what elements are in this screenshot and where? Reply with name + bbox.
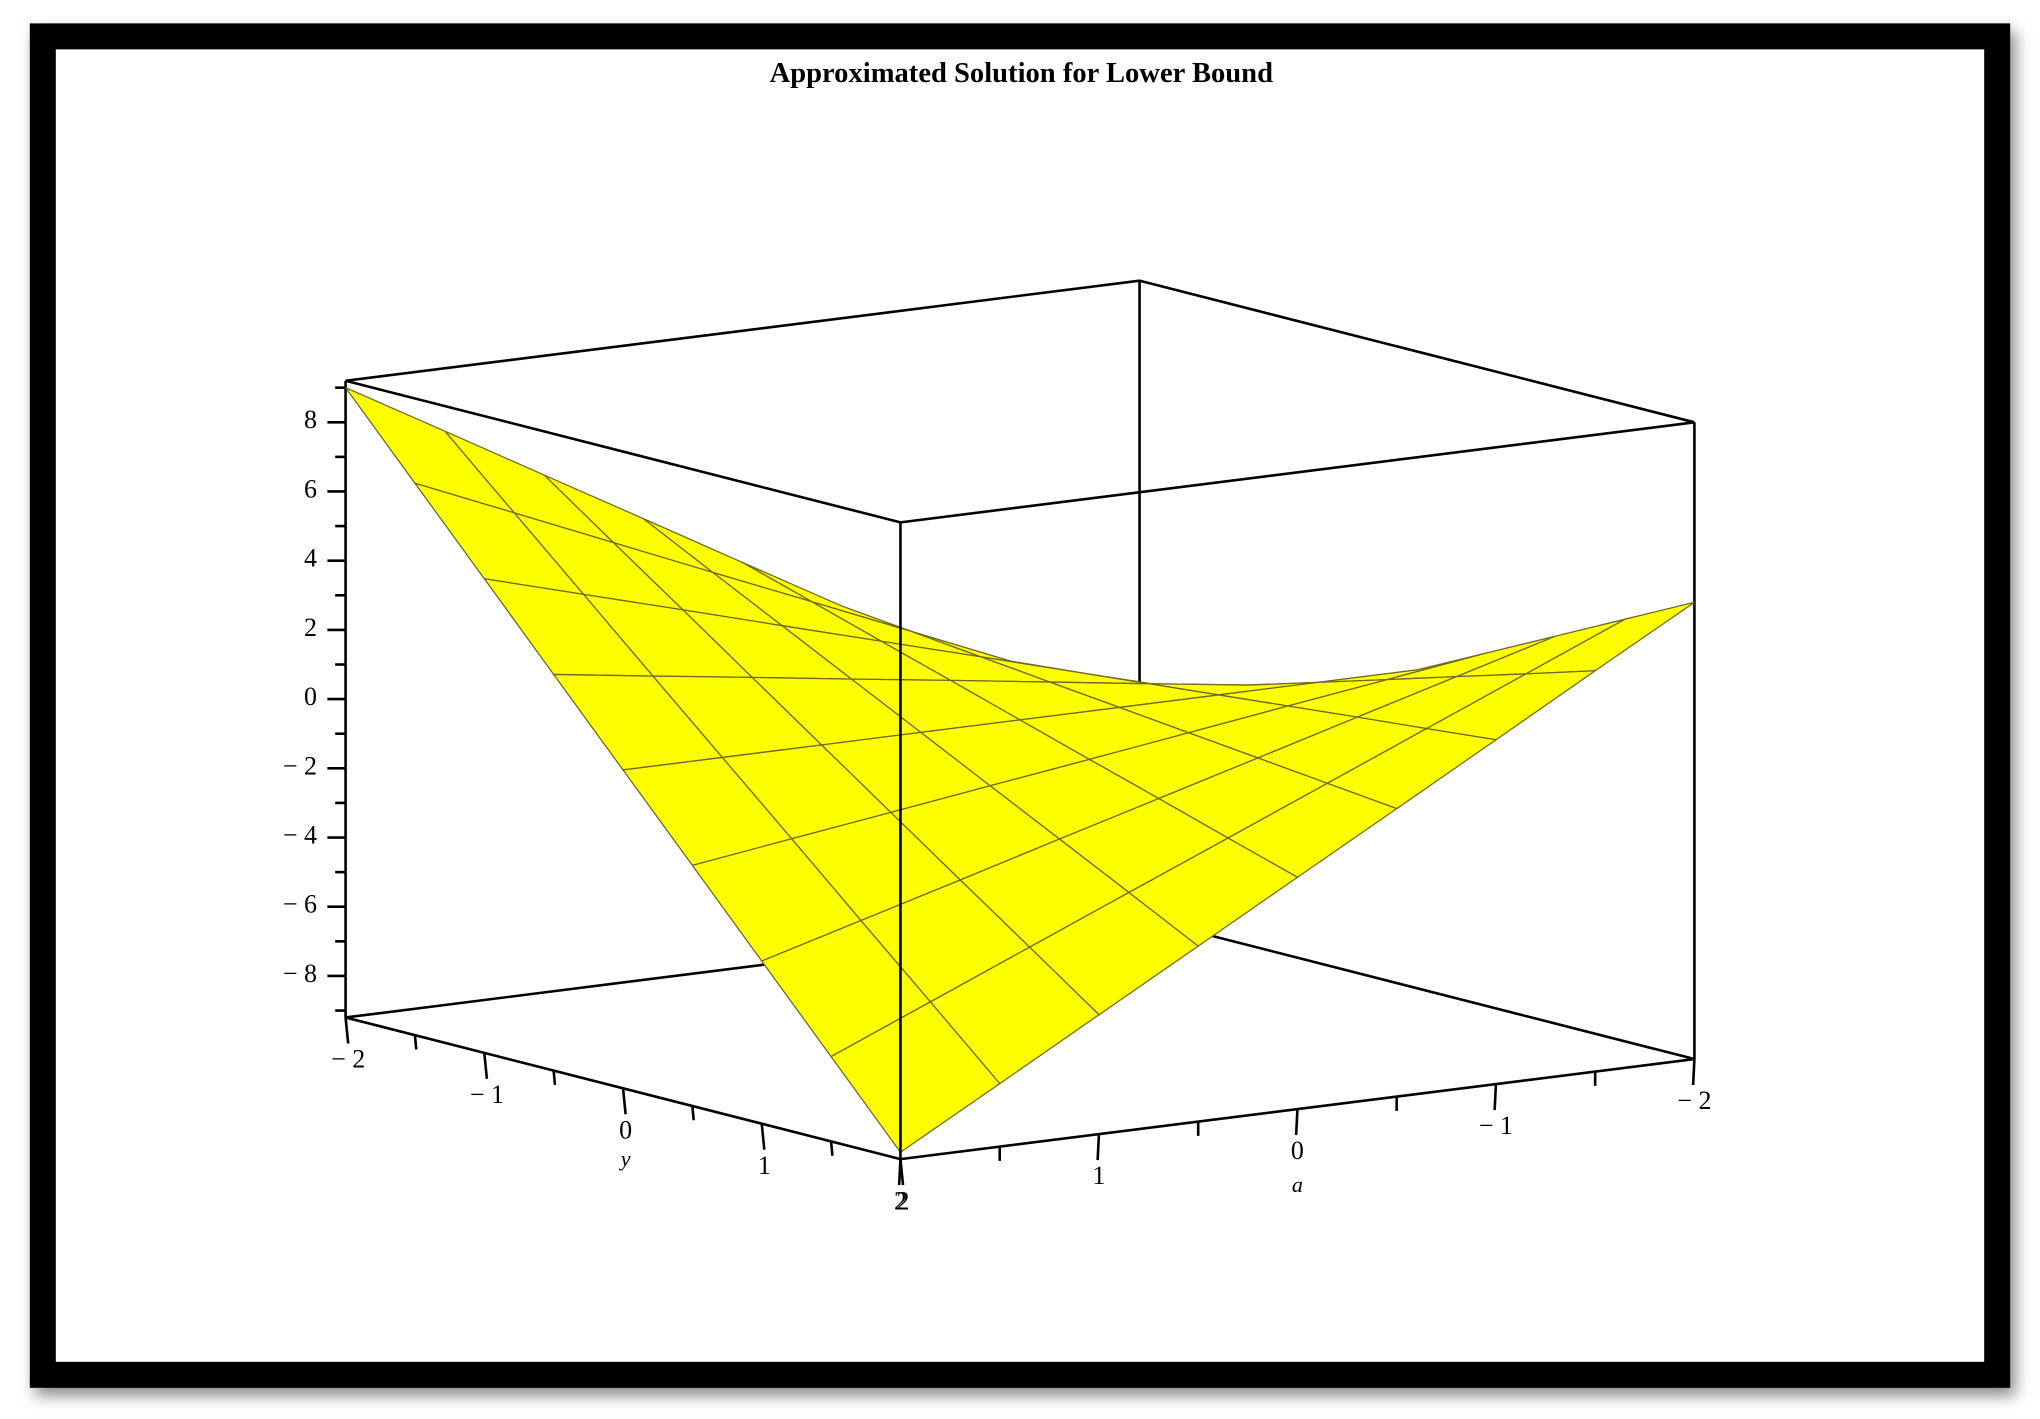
y-tick <box>1096 1134 1101 1161</box>
x-tick <box>760 1123 766 1150</box>
z-tick-label: − 4 <box>283 820 317 849</box>
x-minor-tick <box>691 1105 695 1121</box>
y-tick-label: − 2 <box>1677 1086 1711 1115</box>
box-edge <box>345 1016 901 1161</box>
box-edge <box>345 279 1140 383</box>
y-tick-label: 0 <box>1291 1136 1304 1165</box>
x-tick-label: 0 <box>619 1115 632 1144</box>
z-tick-label: 6 <box>304 474 317 503</box>
x-tick <box>621 1088 627 1115</box>
y-tick <box>1691 1058 1696 1086</box>
x-tick <box>344 1017 350 1044</box>
x-minor-tick <box>413 1035 418 1050</box>
box-edge <box>900 421 1695 524</box>
y-tick <box>1294 1109 1299 1136</box>
z-tick-label: 8 <box>304 405 317 434</box>
x-tick <box>483 1052 489 1079</box>
chart-title: Approximated Solution for Lower Bound <box>770 58 1273 89</box>
z-tick-label: − 2 <box>283 751 317 780</box>
x-tick-label: 1 <box>758 1151 771 1180</box>
y-tick <box>897 1159 902 1186</box>
box-edge <box>1139 916 1695 1061</box>
x-minor-tick <box>829 1141 834 1156</box>
y-tick-label: 1 <box>1092 1161 1105 1190</box>
y-tick-label: − 1 <box>1479 1111 1513 1140</box>
x-axis-label: y <box>619 1146 631 1171</box>
x-tick-label: − 1 <box>470 1080 504 1109</box>
box-edge <box>345 379 901 524</box>
frame <box>29 23 2011 1388</box>
box-edge <box>900 1057 1695 1161</box>
x-tick-label: 2 <box>897 1186 910 1215</box>
y-tick <box>1493 1084 1498 1111</box>
z-tick-label: 4 <box>304 544 317 573</box>
y-axis-label: a <box>1292 1172 1303 1197</box>
z-tick-label: − 8 <box>283 959 317 988</box>
box-edge <box>1139 279 1695 424</box>
x-tick-label: − 2 <box>331 1045 365 1074</box>
z-tick-label: 2 <box>304 613 317 642</box>
x-minor-tick <box>552 1070 557 1085</box>
z-tick-label: − 6 <box>283 890 317 919</box>
z-tick-label: 0 <box>304 682 317 711</box>
y-tick-label: 2 <box>894 1186 907 1215</box>
